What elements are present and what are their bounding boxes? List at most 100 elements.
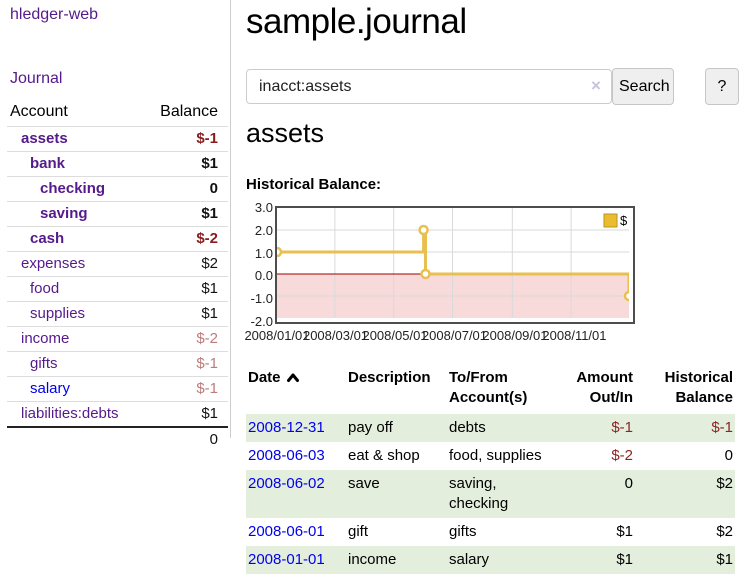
account-row: cash $-2 — [7, 226, 228, 252]
account-row: saving $1 — [7, 201, 228, 227]
sort-ascending-icon — [286, 373, 299, 382]
transaction-row: 2008-06-03 eat & shop food, supplies $-2 0 — [246, 442, 735, 470]
chart-title: Historical Balance: — [246, 176, 382, 193]
transaction-date-link[interactable]: 2008-01-01 — [248, 551, 325, 568]
account-balance: $1 — [201, 405, 218, 422]
account-link[interactable]: supplies — [30, 305, 86, 322]
transaction-balance: $2 — [716, 475, 733, 492]
register-header-description: Description — [348, 369, 431, 386]
transaction-account-name: debts — [449, 419, 486, 436]
account-link[interactable]: liabilities:debts — [21, 405, 119, 422]
transaction-balance: $-1 — [711, 419, 733, 436]
sidebar-total-row: 0 — [7, 426, 228, 452]
account-row: income $-2 — [7, 326, 228, 352]
sidebar-total-spacer — [7, 426, 145, 452]
data-point-marker — [420, 268, 431, 280]
account-balance: $1 — [201, 205, 218, 222]
account-balance: $1 — [201, 155, 218, 172]
account-link[interactable]: food — [30, 280, 60, 297]
y-tick-label: 1.0 — [254, 245, 273, 261]
account-link[interactable]: expenses — [21, 255, 86, 272]
transaction-description: income — [348, 551, 397, 568]
accounts-header-row: Account Balance — [7, 100, 228, 127]
account-balance: $2 — [201, 255, 218, 272]
account-balance: 0 — [209, 180, 218, 197]
transaction-description: eat & shop — [348, 447, 420, 464]
transaction-row: 2008-06-02 save saving, checking 0 $2 — [246, 470, 735, 518]
transaction-row: 2008-06-01 gift gifts $1 $2 — [246, 518, 735, 546]
account-row: food $1 — [7, 276, 228, 302]
transaction-balance: $2 — [716, 523, 733, 540]
transaction-amount: $1 — [616, 523, 633, 540]
clear-search-icon[interactable]: × — [591, 76, 601, 95]
y-tick-label: 3.0 — [254, 200, 273, 215]
transaction-amount: $-1 — [611, 419, 633, 436]
account-balance: $-1 — [196, 380, 218, 397]
data-point-marker — [623, 290, 635, 302]
register-header-date[interactable]: Date — [246, 366, 346, 414]
transaction-date-link[interactable]: 2008-06-01 — [248, 523, 325, 540]
account-row: liabilities:debts $1 — [7, 401, 228, 428]
y-tick-label: -2.0 — [250, 314, 273, 329]
transaction-account-name: food, — [449, 447, 483, 464]
account-heading: assets — [246, 118, 325, 148]
x-tick-label: 2008/03/01 — [302, 328, 369, 343]
x-tick-label: 2008/05/01 — [362, 328, 428, 343]
x-tick-label: 2008/09/01 — [482, 328, 548, 343]
transaction-account-name: supplies — [486, 447, 542, 464]
sidebar-item-journal[interactable]: Journal — [10, 70, 63, 87]
x-tick-label: 2008/01/01 — [244, 328, 310, 343]
account-row: gifts $-1 — [7, 351, 228, 377]
account-link[interactable]: salary — [30, 380, 71, 397]
transaction-accounts: salary — [447, 546, 553, 574]
account-link[interactable]: bank — [30, 155, 66, 172]
account-link[interactable]: income — [21, 330, 70, 347]
search-bar: × Search ? — [246, 68, 742, 106]
transaction-date-link[interactable]: 2008-06-03 — [248, 447, 325, 464]
account-row: salary $-1 — [7, 376, 228, 402]
brand-link[interactable]: hledger-web — [10, 6, 99, 23]
transaction-description: gift — [348, 523, 369, 540]
legend-label: $ — [620, 213, 628, 228]
accounts-header-balance: Balance — [160, 103, 218, 120]
page-title: sample.journal — [246, 2, 467, 41]
search-button[interactable]: Search — [612, 68, 674, 105]
account-link[interactable]: checking — [40, 180, 106, 197]
transaction-accounts: debts — [447, 414, 553, 442]
legend-swatch — [603, 213, 618, 228]
transaction-accounts: food, supplies — [447, 442, 553, 470]
transaction-date-link[interactable]: 2008-12-31 — [248, 419, 325, 436]
register-header-row: Date Description To/From Account(s) Amou… — [246, 366, 735, 414]
account-balance: $-1 — [196, 130, 218, 147]
account-link[interactable]: cash — [30, 230, 65, 247]
balance-chart-svg: $ — [271, 208, 635, 318]
register-table: Date Description To/From Account(s) Amou… — [246, 366, 735, 574]
sidebar: hledger-web Journal Account Balance asse… — [0, 0, 231, 452]
account-balance: $-1 — [196, 355, 218, 372]
register-header-amount: Amount Out/In — [576, 369, 633, 406]
transaction-description: save — [348, 475, 380, 492]
account-link[interactable]: assets — [21, 130, 68, 147]
account-link[interactable]: saving — [40, 205, 88, 222]
account-row: assets $-1 — [7, 126, 228, 152]
account-row: bank $1 — [7, 151, 228, 177]
transaction-amount: $-2 — [611, 447, 633, 464]
transaction-accounts: saving, checking — [447, 470, 553, 518]
accounts-table: Account Balance assets $-1 bank $1 checking 0… — [7, 100, 228, 452]
account-balance: $-2 — [196, 230, 218, 247]
account-rows: assets $-1 bank $1 checking 0 saving $1 cash $-2 e… — [7, 126, 228, 428]
account-row: checking 0 — [7, 176, 228, 202]
account-balance: $-2 — [196, 330, 218, 347]
account-link[interactable]: gifts — [30, 355, 58, 372]
transaction-account-name: checking — [449, 495, 509, 512]
transaction-date-link[interactable]: 2008-06-02 — [248, 475, 325, 492]
y-tick-label: 2.0 — [254, 222, 273, 238]
transaction-row: 2008-12-31 pay off debts $-1 $-1 — [246, 414, 735, 442]
register-header-historical: Historical Balance — [664, 369, 733, 406]
account-row: supplies $1 — [7, 301, 228, 327]
transaction-balance: $1 — [716, 551, 733, 568]
help-button[interactable]: ? — [705, 68, 739, 105]
chart-plot-area: $ — [271, 206, 635, 324]
search-input[interactable] — [246, 69, 612, 104]
